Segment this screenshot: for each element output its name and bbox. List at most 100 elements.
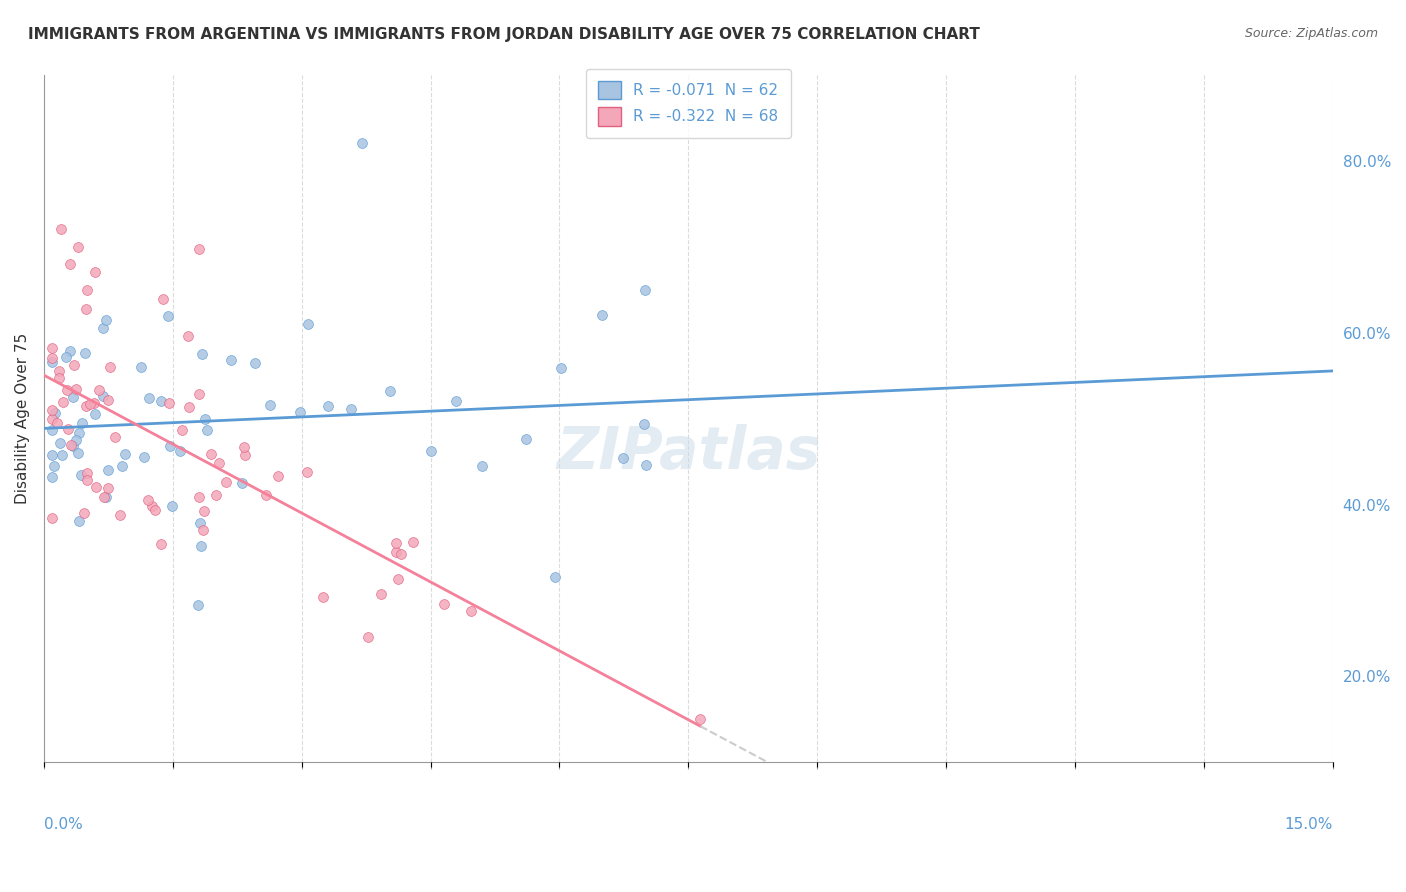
Text: 0.0%: 0.0% [44, 817, 83, 832]
Point [297, 317, 319, 331]
Point [402, 535, 425, 549]
Point [79, 396, 101, 410]
Point [191, 347, 214, 361]
Point [177, 329, 200, 343]
Point [194, 412, 217, 426]
Point [214, 475, 236, 489]
Point [67, 239, 90, 253]
Point [138, 391, 160, 405]
Point [84, 407, 107, 421]
Point [55, 350, 77, 364]
Point [200, 447, 222, 461]
Point [41, 448, 63, 462]
Point [160, 500, 183, 514]
Point [190, 540, 212, 554]
Point [41, 403, 63, 417]
Point [179, 400, 201, 414]
Point [48, 371, 70, 385]
Point [231, 475, 253, 490]
Point [97, 481, 120, 495]
Point [384, 545, 406, 559]
Point [384, 536, 406, 550]
Point [235, 449, 257, 463]
Point [60, 437, 83, 451]
Point [634, 283, 657, 297]
Point [62, 439, 84, 453]
Point [387, 572, 409, 586]
Point [97, 392, 120, 407]
Point [98, 360, 121, 375]
Point [136, 493, 159, 508]
Point [290, 404, 312, 418]
Point [156, 309, 179, 323]
Point [187, 386, 209, 401]
Point [67, 514, 90, 528]
Text: IMMIGRANTS FROM ARGENTINA VS IMMIGRANTS FROM JORDAN DISABILITY AGE OVER 75 CORRE: IMMIGRANTS FROM ARGENTINA VS IMMIGRANTS … [28, 27, 980, 42]
Point [49, 435, 72, 450]
Point [195, 424, 218, 438]
Text: ZIPatlas: ZIPatlas [557, 425, 821, 482]
Point [84, 265, 107, 279]
Point [46, 416, 69, 430]
Point [259, 398, 281, 412]
Point [108, 508, 131, 523]
Point [150, 393, 173, 408]
Point [152, 292, 174, 306]
Point [56, 421, 79, 435]
Point [44, 458, 66, 473]
Point [51, 448, 73, 462]
Point [172, 423, 194, 437]
Point [129, 359, 152, 374]
Point [433, 597, 456, 611]
Point [157, 395, 180, 409]
Y-axis label: Disability Age Over 75: Disability Age Over 75 [15, 333, 30, 504]
Point [62, 358, 84, 372]
Point [91, 389, 114, 403]
Point [91, 320, 114, 334]
Point [267, 469, 290, 483]
Point [159, 440, 181, 454]
Point [41, 423, 63, 437]
Point [111, 459, 134, 474]
Point [41, 355, 63, 369]
Point [340, 401, 363, 416]
Point [295, 465, 318, 479]
Point [378, 384, 401, 399]
Point [132, 450, 155, 465]
Point [55, 383, 77, 397]
Point [65, 382, 87, 396]
Point [41, 351, 63, 366]
Point [59, 257, 82, 271]
Point [591, 309, 613, 323]
Point [190, 516, 212, 530]
Point [70, 416, 93, 430]
Point [219, 352, 242, 367]
Point [460, 604, 482, 618]
Point [187, 599, 209, 613]
Point [76, 283, 98, 297]
Point [633, 417, 655, 431]
Point [75, 400, 97, 414]
Point [419, 444, 441, 458]
Point [75, 301, 97, 316]
Point [550, 360, 572, 375]
Point [612, 451, 634, 466]
Point [41, 511, 63, 525]
Point [544, 570, 567, 584]
Point [634, 458, 657, 473]
Point [389, 547, 412, 561]
Point [316, 399, 339, 413]
Point [193, 504, 215, 518]
Point [67, 446, 90, 460]
Point [44, 406, 66, 420]
Point [169, 444, 191, 458]
Point [41, 412, 63, 426]
Point [97, 462, 120, 476]
Point [76, 466, 98, 480]
Point [62, 391, 84, 405]
Point [96, 491, 118, 505]
Point [471, 459, 494, 474]
Legend: R = -0.071  N = 62, R = -0.322  N = 68: R = -0.071 N = 62, R = -0.322 N = 68 [586, 69, 790, 138]
Point [350, 136, 373, 151]
Point [41, 469, 63, 483]
